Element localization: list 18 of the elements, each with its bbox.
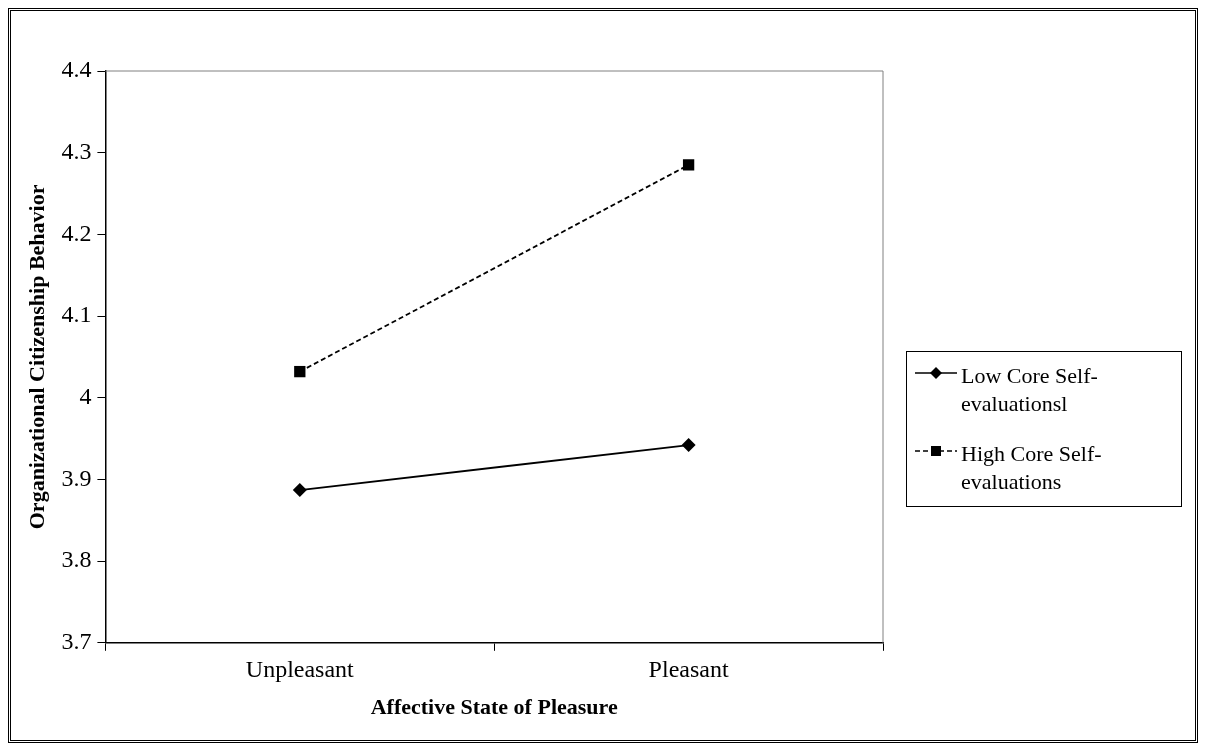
y-tick-label: 3.7 [61,628,92,655]
y-tick-label: 3.9 [61,464,92,491]
y-tick-label: 4.4 [61,56,92,83]
y-axis-title: Organizational Citizenship Behavior [23,184,49,530]
x-tick-label: Pleasant [648,656,729,683]
x-axis-title: Affective State of Pleasure [370,694,618,720]
y-tick-label: 4 [79,383,92,410]
point [682,159,695,171]
point [294,365,306,378]
legend-label: High Core Self-evaluations [961,440,1103,496]
x-tick-label: Unpleasant [245,656,355,683]
point [292,483,307,498]
legend-label: Low Core Self-evaluationsl [961,362,1099,418]
y-tick-label: 4.2 [61,219,92,246]
y-tick-label: 4.1 [61,301,92,328]
y-tick-label: 3.8 [61,546,92,573]
y-tick-label: 4.3 [61,137,92,164]
point [681,438,696,453]
